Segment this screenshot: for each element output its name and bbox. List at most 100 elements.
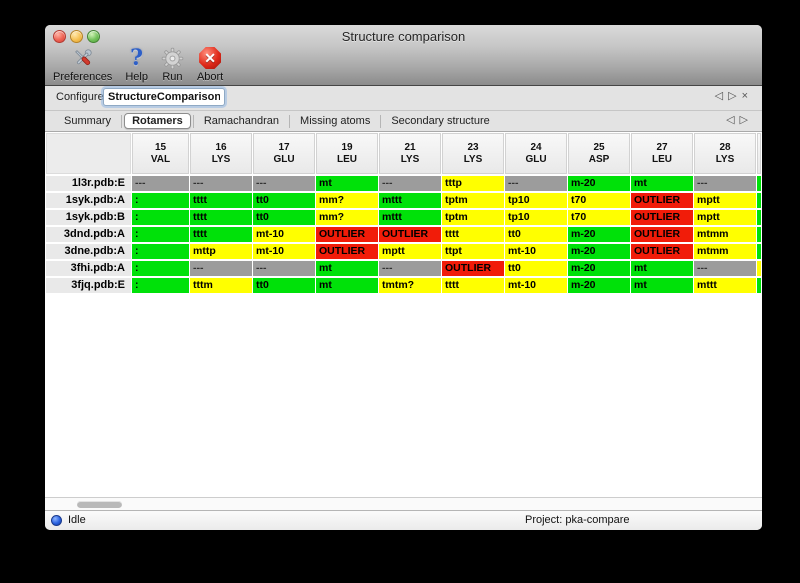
config-back-icon[interactable]: ◁ — [714, 90, 724, 102]
row-label[interactable]: 3dnd.pdb:A — [46, 227, 131, 242]
rotamer-cell[interactable]: OUTLIER — [631, 244, 693, 259]
rotamer-cell[interactable]: tttm — [190, 278, 252, 293]
preferences-button[interactable]: Preferences — [53, 46, 112, 85]
rotamer-cell[interactable]: tptm — [442, 193, 504, 208]
rotamer-cell[interactable]: : — [132, 210, 189, 225]
rotamer-cell[interactable]: mtmm — [694, 244, 756, 259]
rotamer-cell[interactable]: mt-10 — [253, 227, 315, 242]
row-label[interactable]: 3dne.pdb:A — [46, 244, 131, 259]
rotamer-cell[interactable]: tt0 — [253, 210, 315, 225]
rotamer-cell[interactable]: OUTLIER — [442, 261, 504, 276]
rotamer-cell[interactable]: OUTLIER — [316, 244, 378, 259]
rotamer-cell[interactable]: tt0 — [253, 193, 315, 208]
column-header[interactable]: 27 LEU — [631, 133, 693, 174]
config-forward-icon[interactable]: ▷ — [728, 90, 737, 102]
rotamer-cell[interactable]: : — [132, 244, 189, 259]
rotamer-cell[interactable]: mt — [316, 176, 378, 191]
tab-summary[interactable]: Summary — [64, 115, 112, 127]
rotamer-cell[interactable]: m-20 — [568, 227, 630, 242]
column-header[interactable]: 23 LYS — [442, 133, 504, 174]
column-header[interactable]: 15 VAL — [132, 133, 189, 174]
rotamer-cell[interactable]: mt — [631, 278, 693, 293]
rotamer-cell[interactable]: tt0 — [505, 227, 567, 242]
rotamer-cell[interactable]: OUTLIER — [316, 227, 378, 242]
rotamer-cell[interactable]: mptt — [694, 193, 756, 208]
rotamer-cell[interactable]: --- — [253, 261, 315, 276]
rotamer-cell[interactable]: --- — [190, 261, 252, 276]
tab-missing-atoms[interactable]: Missing atoms — [300, 115, 371, 127]
clipped-rotamer-cell[interactable] — [757, 210, 761, 225]
rotamer-cell[interactable]: mm? — [316, 193, 378, 208]
tabs-scroll-right-icon[interactable]: ▷ — [739, 114, 748, 126]
rotamer-cell[interactable]: : — [132, 227, 189, 242]
rotamer-cell[interactable]: mt-10 — [505, 244, 567, 259]
titlebar[interactable]: Structure comparison — [45, 25, 762, 47]
row-label[interactable]: 1syk.pdb:B — [46, 210, 131, 225]
column-header[interactable]: 19 LEU — [316, 133, 378, 174]
rotamer-cell[interactable]: tttt — [190, 227, 252, 242]
row-label[interactable]: 3fjq.pdb:E — [46, 278, 131, 293]
rotamer-cell[interactable]: : — [132, 261, 189, 276]
tabs-scroll-left-icon[interactable]: ◁ — [726, 114, 735, 126]
rotamer-cell[interactable]: --- — [253, 176, 315, 191]
rotamer-cell[interactable]: mttt — [694, 278, 756, 293]
rotamer-cell[interactable]: tttt — [442, 278, 504, 293]
zoom-window-button[interactable] — [87, 30, 100, 43]
rotamer-cell[interactable]: mt — [316, 278, 378, 293]
rotamer-cell[interactable]: --- — [694, 176, 756, 191]
rotamer-cell[interactable]: mt-10 — [253, 244, 315, 259]
rotamer-cell[interactable]: mptt — [379, 244, 441, 259]
rotamer-cell[interactable]: mt — [631, 261, 693, 276]
rotamer-cell[interactable]: --- — [379, 176, 441, 191]
rotamer-cell[interactable]: tmtm? — [379, 278, 441, 293]
rotamer-cell[interactable]: mttt — [379, 210, 441, 225]
rotamer-cell[interactable]: OUTLIER — [631, 193, 693, 208]
tab-rotamers[interactable]: Rotamers — [124, 113, 191, 129]
tab-secondary-structure[interactable]: Secondary structure — [391, 115, 490, 127]
column-header[interactable]: 21 LYS — [379, 133, 441, 174]
rotamer-cell[interactable]: mm? — [316, 210, 378, 225]
help-button[interactable]: ? Help — [125, 46, 148, 85]
run-button[interactable]: Run — [161, 46, 184, 85]
column-header[interactable]: 17 GLU — [253, 133, 315, 174]
rotamer-cell[interactable]: --- — [505, 176, 567, 191]
rotamer-cell[interactable]: mttt — [379, 193, 441, 208]
abort-button[interactable]: ✕ Abort — [197, 46, 223, 85]
horizontal-scrollbar-thumb[interactable] — [77, 501, 122, 508]
column-header[interactable]: 24 GLU — [505, 133, 567, 174]
rotamer-cell[interactable]: OUTLIER — [631, 227, 693, 242]
clipped-rotamer-cell[interactable] — [757, 176, 761, 191]
rotamer-cell[interactable]: m-20 — [568, 244, 630, 259]
rotamer-cell[interactable]: t70 — [568, 193, 630, 208]
rotamer-cell[interactable]: --- — [379, 261, 441, 276]
rotamer-cell[interactable]: m-20 — [568, 261, 630, 276]
rotamer-cell[interactable]: --- — [132, 176, 189, 191]
rotamer-cell[interactable]: tt0 — [505, 261, 567, 276]
rotamer-cell[interactable]: mttp — [190, 244, 252, 259]
rotamer-cell[interactable]: tptm — [442, 210, 504, 225]
rotamer-cell[interactable]: : — [132, 278, 189, 293]
rotamer-cell[interactable]: tt0 — [253, 278, 315, 293]
rotamer-cell[interactable]: ttpt — [442, 244, 504, 259]
rotamer-cell[interactable]: --- — [694, 261, 756, 276]
rotamer-cell[interactable]: mptt — [694, 210, 756, 225]
rotamer-cell[interactable]: tttt — [442, 227, 504, 242]
rotamer-cell[interactable]: tttt — [190, 210, 252, 225]
row-label[interactable]: 1syk.pdb:A — [46, 193, 131, 208]
column-header[interactable]: 25 ASP — [568, 133, 630, 174]
rotamer-cell[interactable]: OUTLIER — [379, 227, 441, 242]
rotamer-cell[interactable]: mtmm — [694, 227, 756, 242]
rotamer-cell[interactable]: OUTLIER — [631, 210, 693, 225]
clipped-rotamer-cell[interactable] — [757, 227, 761, 242]
clipped-rotamer-cell[interactable] — [757, 244, 761, 259]
rotamer-cell[interactable]: tp10 — [505, 210, 567, 225]
rotamer-cell[interactable]: : — [132, 193, 189, 208]
clipped-rotamer-cell[interactable] — [757, 193, 761, 208]
column-header[interactable]: 16 LYS — [190, 133, 252, 174]
tab-ramachandran[interactable]: Ramachandran — [203, 115, 280, 127]
rotamer-cell[interactable]: m-20 — [568, 278, 630, 293]
column-header[interactable]: 28 LYS — [694, 133, 756, 174]
rotamer-cell[interactable]: m-20 — [568, 176, 630, 191]
horizontal-scrollbar[interactable] — [45, 497, 762, 511]
config-close-icon[interactable]: × — [741, 90, 748, 102]
